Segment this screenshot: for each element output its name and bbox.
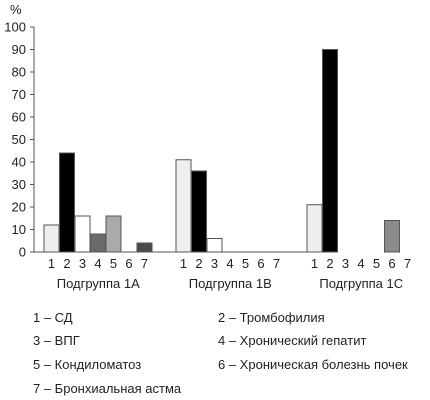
x-tick-label: 6 <box>388 256 395 271</box>
bar-group1-cat2 <box>59 152 75 253</box>
x-tick-label: 7 <box>273 256 280 271</box>
y-axis-label: % <box>10 2 22 17</box>
bars <box>43 49 400 253</box>
legend-item-1: 1 – СД <box>33 310 73 325</box>
x-tick-label: 6 <box>257 256 264 271</box>
group-label: Подгруппа 1С <box>319 276 403 291</box>
bar-group3-cat1 <box>306 204 323 253</box>
x-tick-label: 2 <box>326 256 333 271</box>
x-tick-label: 7 <box>404 256 411 271</box>
legend-item-4: 4 – Хронический гепатит <box>218 333 367 348</box>
x-tick-label: 3 <box>211 256 218 271</box>
x-tick-label: 1 <box>311 256 318 271</box>
x-tick-label: 7 <box>141 256 148 271</box>
x-tick-label: 3 <box>342 256 349 271</box>
group-labels: Подгруппа 1А Подгруппа 1В Подгруппа 1С <box>57 276 403 291</box>
x-tick-label: 5 <box>242 256 249 271</box>
legend-item-3: 3 – ВПГ <box>33 333 80 348</box>
bar-group1-cat5 <box>105 215 122 253</box>
x-tick-label: 5 <box>373 256 380 271</box>
bar-group2-cat2 <box>191 170 207 253</box>
x-tick-label: 3 <box>79 256 86 271</box>
legend-item-6: 6 – Хроническая болезнь почек <box>218 357 408 372</box>
y-tick-label: 60 <box>12 110 26 125</box>
bar-group3-cat6 <box>384 220 400 253</box>
y-tick-label: 100 <box>4 20 26 35</box>
legend-item-2: 2 – Тромбофилия <box>218 310 325 325</box>
legend-item-5: 5 – Кондиломатоз <box>33 357 142 372</box>
legend-item-7: 7 – Бронхиальная астма <box>33 381 182 396</box>
y-tick-label: 10 <box>12 222 26 237</box>
y-tick-label: 0 <box>19 245 26 260</box>
bar-group1-cat4 <box>90 233 106 253</box>
x-tick-label: 6 <box>125 256 132 271</box>
bar-group1-cat1 <box>43 224 60 253</box>
x-tick-label: 2 <box>195 256 202 271</box>
y-tick-label: 70 <box>12 87 26 102</box>
y-tick-label: 30 <box>12 177 26 192</box>
x-tick-label: 1 <box>180 256 187 271</box>
y-axis-ticks: 0 10 20 30 40 50 60 70 80 90 100 <box>4 20 34 260</box>
bar-group1-cat3 <box>74 215 91 253</box>
x-tick-label: 4 <box>357 256 364 271</box>
y-tick-label: 20 <box>12 200 26 215</box>
x-tick-label: 4 <box>226 256 233 271</box>
x-tick-label: 5 <box>110 256 117 271</box>
bar-group1-cat7 <box>136 242 153 253</box>
group-label: Подгруппа 1А <box>57 276 140 291</box>
y-tick-label: 90 <box>12 42 26 57</box>
bar-group2-cat3 <box>206 238 223 253</box>
y-tick-label: 40 <box>12 155 26 170</box>
x-tick-label: 2 <box>63 256 70 271</box>
group-label: Подгруппа 1В <box>189 276 272 291</box>
bar-group2-cat1 <box>175 159 192 253</box>
y-tick-label: 80 <box>12 65 26 80</box>
x-tick-label: 1 <box>48 256 55 271</box>
y-tick-label: 50 <box>12 132 26 147</box>
bar-group3-cat2 <box>322 49 338 253</box>
x-tick-label: 4 <box>94 256 101 271</box>
